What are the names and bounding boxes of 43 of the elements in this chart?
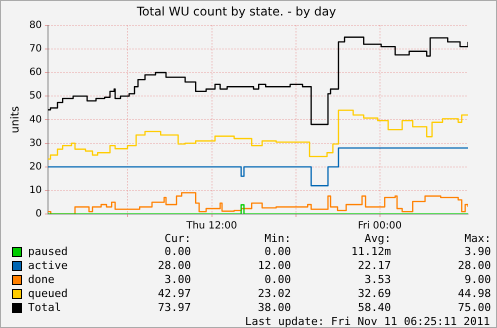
text: Max: [464,232,491,245]
y-tick-label: 80 [29,20,42,31]
text: Avg: [364,232,391,245]
y-tick-label: 40 [29,114,42,126]
text: 42.97 [156,287,191,301]
text: 28.00 [156,259,191,273]
text: Min: [264,232,291,245]
x-tick-label: Thu 12:00 [185,220,238,232]
y-tick-label: 50 [29,90,42,102]
text: 3.00 [164,273,191,287]
legend-label: Total [28,301,62,314]
text: 22.17 [356,259,391,273]
text: Last update: Fri Nov 11 06:25:11 2011 [244,315,491,328]
text: 12.00 [256,259,291,273]
text: 3.90 [464,245,491,259]
y-tick-label: 20 [29,161,42,172]
text: 0.00 [264,273,291,287]
text: 58.40 [356,301,391,315]
chart-title: Total WU count by state. - by day [136,4,336,18]
text: 28.00 [456,259,491,273]
text: 11.12m [350,245,391,259]
text: 9.00 [464,273,491,287]
legend-label: paused [28,245,68,258]
text: 0.00 [164,245,191,259]
legend-label: done [28,273,54,286]
text: 38.00 [256,301,291,315]
x-tick-label: Fri 00:00 [358,220,402,232]
text: 23.02 [256,287,291,301]
text: 3.53 [364,273,391,287]
y-tick-label: 0 [36,208,42,220]
y-tick-label: 10 [29,185,42,196]
y-tick-label: 30 [29,138,42,149]
y-tick-label: 70 [29,44,42,55]
legend-label: queued [28,287,68,300]
text: 75.00 [456,301,491,315]
y-axis-title: units [8,106,22,134]
legend-label: active [28,259,68,272]
text: 0.00 [264,245,291,259]
text: 44.98 [456,287,491,301]
y-tick-label: 60 [29,67,42,78]
text: 32.69 [356,287,391,301]
text: 73.97 [156,301,191,315]
text: Cur: [164,232,191,245]
